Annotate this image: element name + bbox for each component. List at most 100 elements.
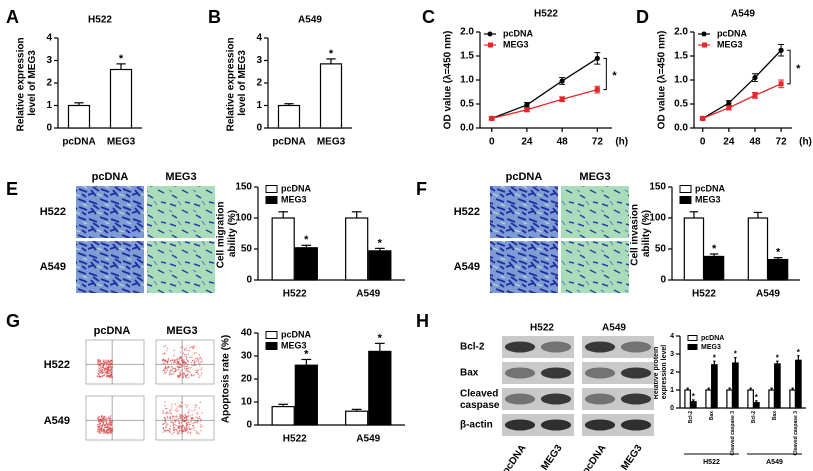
y-tick-label: 40 bbox=[241, 328, 253, 339]
event-dot bbox=[197, 432, 199, 434]
event-dot bbox=[187, 368, 189, 370]
y-tick-label: 1 bbox=[256, 100, 262, 111]
event-dot bbox=[176, 359, 179, 361]
event-dot bbox=[190, 361, 192, 363]
event-dot bbox=[101, 375, 103, 378]
event-dot bbox=[106, 359, 108, 361]
row-label: H522 bbox=[44, 359, 70, 371]
blot-band bbox=[620, 419, 652, 431]
event-dot bbox=[105, 373, 108, 375]
event-dot bbox=[183, 417, 185, 420]
event-dot bbox=[188, 409, 190, 411]
event-dot bbox=[108, 423, 110, 425]
event-dot bbox=[100, 367, 102, 369]
event-dot bbox=[185, 375, 187, 377]
x-tick-label: Bax bbox=[709, 411, 715, 420]
panel-letter: B bbox=[208, 7, 221, 27]
bar bbox=[271, 217, 295, 281]
event-dot bbox=[181, 426, 184, 429]
event-dot bbox=[195, 421, 197, 423]
event-dot bbox=[193, 352, 195, 354]
event-dot bbox=[179, 373, 181, 376]
event-dot bbox=[107, 429, 109, 432]
event-dot bbox=[100, 418, 102, 420]
event-dot bbox=[98, 415, 100, 418]
event-dot bbox=[162, 369, 165, 372]
y-tick-label: 4 bbox=[670, 333, 674, 340]
event-dot bbox=[195, 369, 197, 371]
event-dot bbox=[201, 412, 203, 414]
event-dot bbox=[102, 430, 104, 433]
event-dot bbox=[181, 427, 183, 430]
event-dot bbox=[111, 432, 113, 434]
y-tick-label: 4 bbox=[46, 33, 52, 44]
significance-label: * bbox=[329, 48, 334, 60]
event-dot bbox=[194, 409, 196, 411]
event-dot bbox=[171, 366, 173, 368]
bar bbox=[747, 389, 754, 409]
event-dot bbox=[167, 360, 169, 362]
event-dot bbox=[99, 422, 101, 425]
y-tick-label: 1.5 bbox=[460, 51, 474, 62]
event-dot bbox=[165, 366, 167, 368]
event-dot bbox=[189, 431, 192, 433]
micrograph bbox=[561, 241, 629, 293]
event-dot bbox=[172, 424, 175, 427]
event-dot bbox=[191, 417, 193, 420]
event-dot bbox=[102, 432, 105, 434]
event-dot bbox=[163, 359, 166, 361]
event-dot bbox=[103, 364, 105, 367]
y-tick-label: 50 bbox=[655, 244, 667, 255]
event-dot bbox=[185, 347, 187, 349]
event-dot bbox=[195, 360, 198, 362]
event-dot bbox=[182, 418, 184, 420]
event-dot bbox=[184, 369, 187, 371]
event-dot bbox=[107, 423, 109, 425]
row-label: H522 bbox=[454, 206, 480, 218]
event-dot bbox=[197, 417, 199, 420]
event-dot bbox=[108, 371, 111, 373]
event-dot bbox=[196, 357, 198, 359]
event-dot bbox=[165, 368, 167, 370]
event-dot bbox=[195, 416, 197, 418]
event-dot bbox=[107, 416, 110, 418]
event-dot bbox=[98, 428, 101, 430]
y-tick-label: 3 bbox=[46, 55, 52, 66]
bar bbox=[774, 363, 781, 409]
panel-letter: H bbox=[416, 311, 429, 331]
event-dot bbox=[189, 347, 191, 349]
panel-letter: F bbox=[416, 179, 427, 199]
event-dot bbox=[111, 366, 114, 369]
event-dot bbox=[102, 359, 105, 361]
flow-plot bbox=[155, 339, 215, 385]
y-tick-label: 1 bbox=[670, 387, 674, 394]
x-tick-label: 24 bbox=[723, 137, 735, 148]
event-dot bbox=[107, 417, 110, 419]
y-tick-label: 0 bbox=[256, 123, 262, 134]
event-dot bbox=[101, 420, 103, 423]
chart-title: A549 bbox=[298, 15, 322, 26]
event-dot bbox=[164, 430, 166, 432]
significance-label: * bbox=[776, 353, 780, 362]
group-label: A549 bbox=[766, 459, 783, 466]
chart-title: A549 bbox=[731, 9, 755, 20]
event-dot bbox=[162, 412, 165, 415]
bar bbox=[703, 255, 725, 281]
event-dot bbox=[104, 418, 107, 420]
event-dot bbox=[192, 422, 194, 424]
event-dot bbox=[163, 367, 165, 369]
event-dot bbox=[109, 362, 112, 364]
micrograph bbox=[147, 186, 215, 238]
event-dot bbox=[166, 367, 169, 369]
y-tick-label: 2.0 bbox=[460, 27, 474, 38]
event-dot bbox=[102, 422, 105, 424]
event-dot bbox=[199, 415, 201, 418]
significance-label: * bbox=[713, 353, 717, 362]
event-dot bbox=[99, 371, 102, 373]
micrograph bbox=[490, 241, 558, 293]
event-dot bbox=[174, 423, 176, 426]
event-dot bbox=[106, 430, 108, 433]
event-dot bbox=[162, 353, 164, 355]
row-label: A549 bbox=[40, 261, 66, 273]
x-tick-label: Bcl-2 bbox=[688, 411, 694, 423]
